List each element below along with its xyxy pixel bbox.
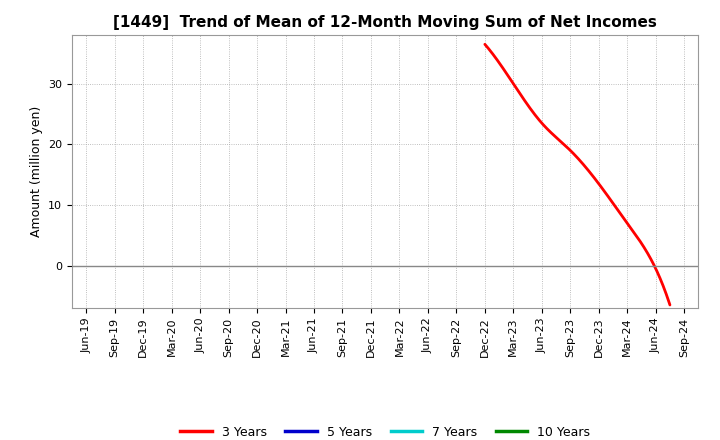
- Title: [1449]  Trend of Mean of 12-Month Moving Sum of Net Incomes: [1449] Trend of Mean of 12-Month Moving …: [113, 15, 657, 30]
- Legend: 3 Years, 5 Years, 7 Years, 10 Years: 3 Years, 5 Years, 7 Years, 10 Years: [176, 421, 595, 440]
- Y-axis label: Amount (million yen): Amount (million yen): [30, 106, 42, 237]
